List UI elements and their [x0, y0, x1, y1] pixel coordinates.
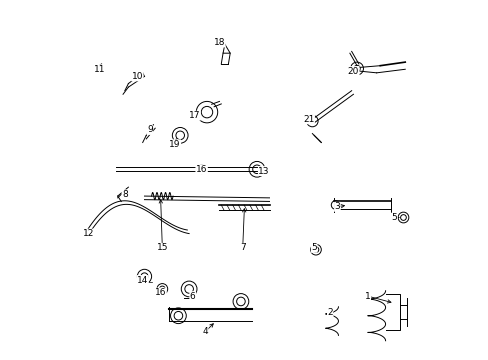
Text: 3: 3: [334, 202, 340, 211]
Text: 9: 9: [147, 126, 152, 135]
Text: 11: 11: [94, 65, 105, 74]
Text: 4: 4: [202, 327, 207, 336]
Text: 1: 1: [364, 292, 370, 301]
Text: 17: 17: [188, 111, 200, 120]
Text: 2: 2: [327, 308, 332, 317]
Text: 18: 18: [213, 38, 225, 47]
Text: 5: 5: [311, 243, 316, 252]
Text: 16: 16: [155, 288, 166, 297]
Text: 16: 16: [196, 165, 207, 174]
Text: 14: 14: [137, 275, 148, 284]
Text: 12: 12: [83, 229, 95, 238]
Text: 15: 15: [156, 243, 168, 252]
Text: 10: 10: [131, 72, 143, 81]
Text: 6: 6: [189, 292, 195, 301]
Text: 5: 5: [391, 213, 397, 222]
Text: 19: 19: [169, 140, 180, 149]
Text: 21: 21: [303, 115, 314, 124]
Text: 20: 20: [347, 67, 358, 76]
Text: 8: 8: [122, 190, 127, 199]
Text: 7: 7: [239, 243, 245, 252]
Text: 13: 13: [258, 167, 269, 176]
